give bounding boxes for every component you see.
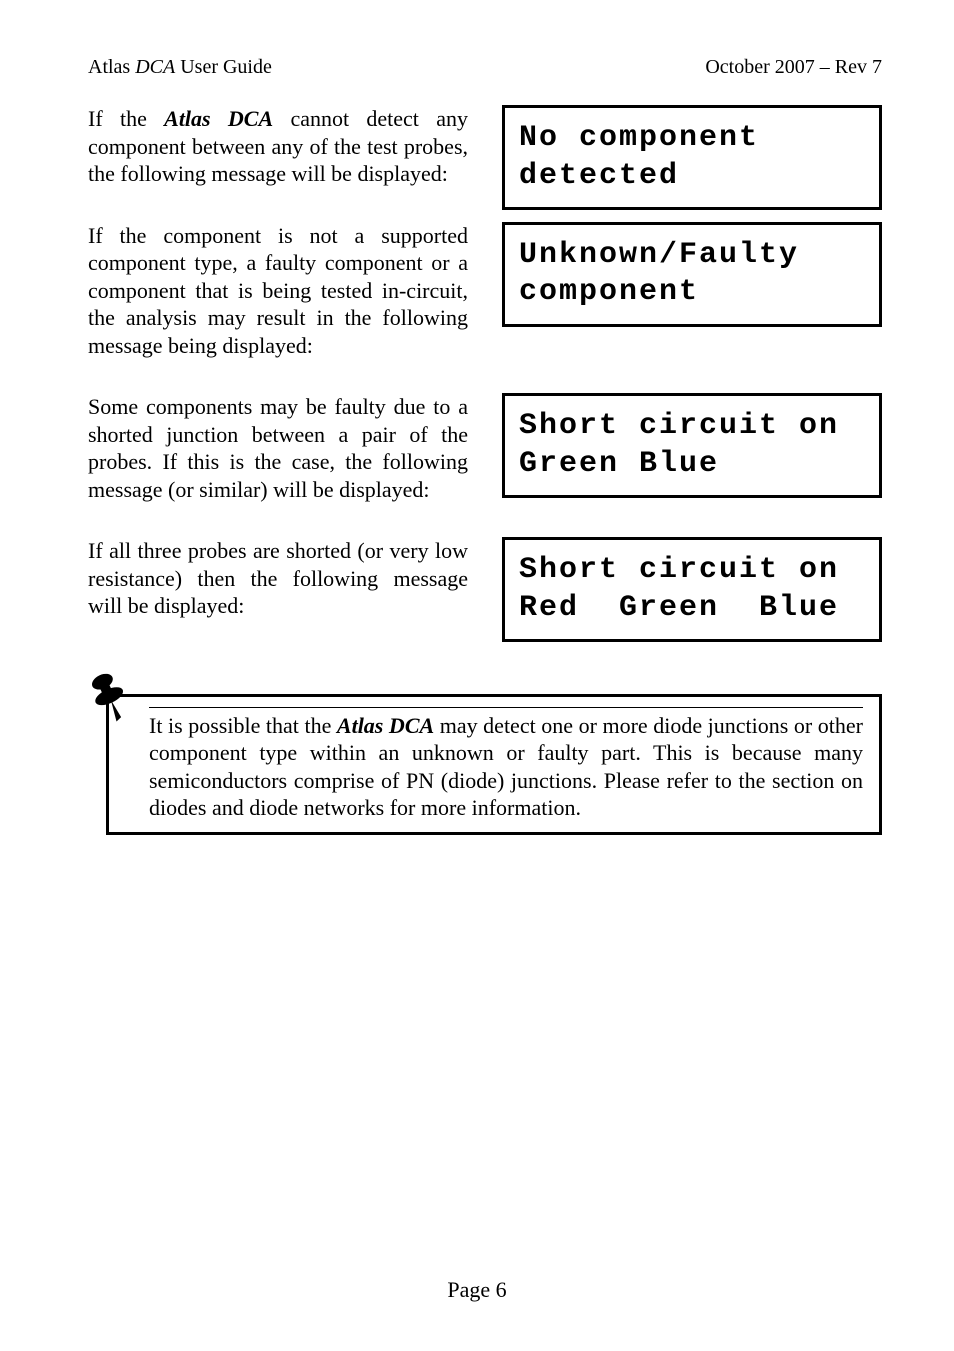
header-left-suffix: User Guide bbox=[175, 56, 272, 78]
note-box: It is possible that the Atlas DCA may de… bbox=[106, 694, 882, 835]
body-paragraph: Some components may be faulty due to a s… bbox=[88, 393, 468, 503]
content-row: Some components may be faulty due to a s… bbox=[88, 393, 882, 537]
page-header: Atlas DCA User Guide October 2007 – Rev … bbox=[88, 56, 882, 79]
note-text: It is possible that the bbox=[149, 713, 337, 738]
lcd-display: Short circuit on Red Green Blue bbox=[502, 537, 882, 642]
header-left-em: DCA bbox=[135, 56, 175, 78]
body-paragraph: If all three probes are shorted (or very… bbox=[88, 537, 468, 620]
body-paragraph: If the component is not a supported comp… bbox=[88, 222, 468, 360]
note-em: Atlas DCA bbox=[337, 713, 434, 738]
pushpin-icon bbox=[82, 670, 138, 731]
content-row: If all three probes are shorted (or very… bbox=[88, 537, 882, 654]
content-row: If the component is not a supported comp… bbox=[88, 222, 882, 394]
header-left-prefix: Atlas bbox=[88, 56, 135, 78]
body-paragraph: If the Atlas DCA cannot detect any compo… bbox=[88, 105, 468, 188]
lcd-display: No component detected bbox=[502, 105, 882, 210]
content-row: If the Atlas DCA cannot detect any compo… bbox=[88, 105, 882, 222]
header-right: October 2007 – Rev 7 bbox=[705, 56, 882, 79]
para-em: Atlas DCA bbox=[164, 106, 273, 131]
para-text: If the bbox=[88, 106, 164, 131]
header-left: Atlas DCA User Guide bbox=[88, 56, 272, 79]
lcd-display: Short circuit on Green Blue bbox=[502, 393, 882, 498]
page-number: Page 6 bbox=[0, 1277, 954, 1303]
note-rule bbox=[149, 707, 863, 708]
note-callout: It is possible that the Atlas DCA may de… bbox=[88, 694, 882, 835]
lcd-display: Unknown/Faulty component bbox=[502, 222, 882, 327]
